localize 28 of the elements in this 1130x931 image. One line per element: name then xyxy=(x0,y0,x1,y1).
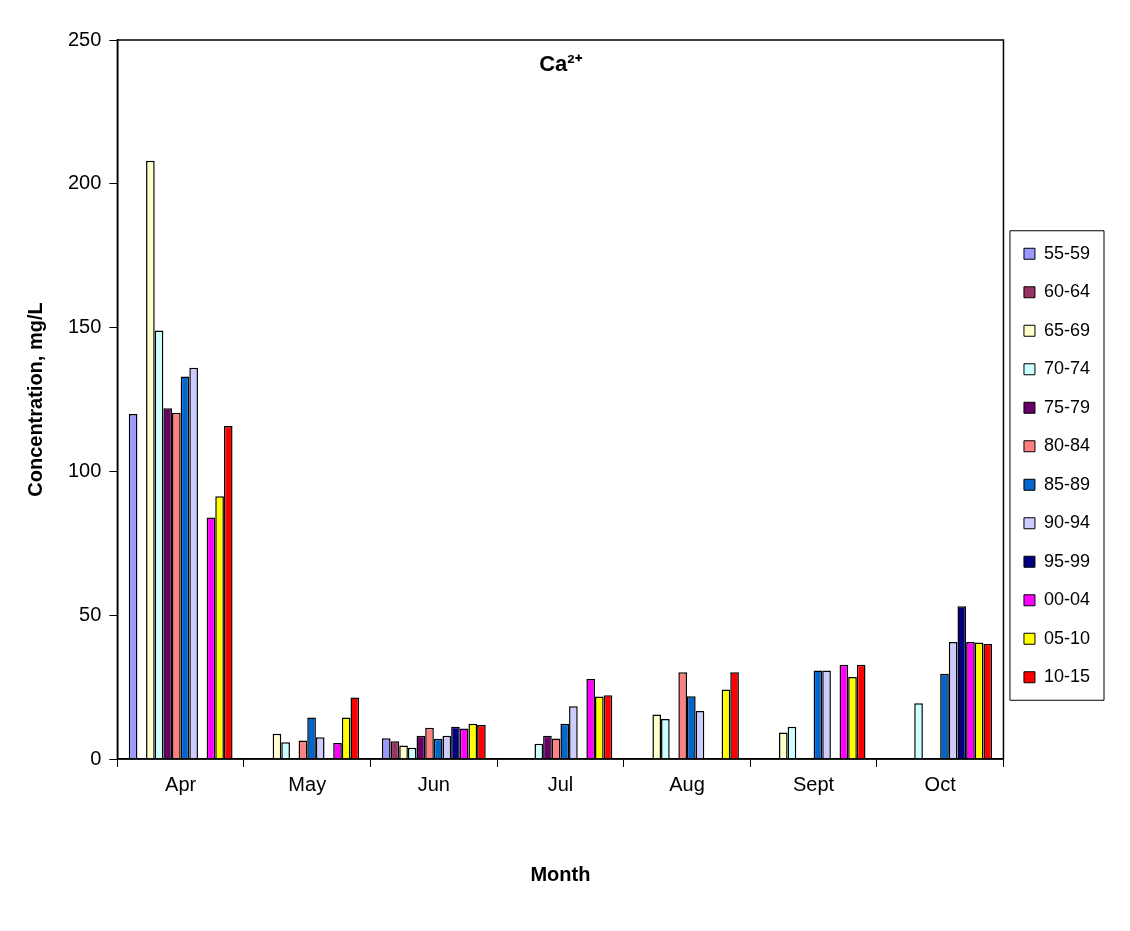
y-axis-title: Concentration, mg/L xyxy=(23,302,46,497)
legend-label: 95-99 xyxy=(1043,550,1091,571)
legend-label: 80-84 xyxy=(1043,435,1091,456)
legend-label: 65-69 xyxy=(1043,319,1091,340)
legend-label: 75-79 xyxy=(1043,396,1091,417)
x-tick-label: Jun xyxy=(417,772,450,795)
x-tick-label: Sept xyxy=(793,772,835,795)
x-tick-label: May xyxy=(288,772,327,795)
legend-label: 70-74 xyxy=(1043,358,1091,379)
legend-label: 60-64 xyxy=(1043,281,1091,302)
y-tick-label: 200 xyxy=(67,171,102,194)
x-tick-label: Jul xyxy=(547,772,574,795)
text: Ca²⁺ xyxy=(539,51,583,77)
legend-label: 00-04 xyxy=(1043,589,1091,610)
x-tick-label: Apr xyxy=(165,772,197,795)
legend-label: 05-10 xyxy=(1043,627,1091,648)
y-tick-label: 150 xyxy=(67,315,102,338)
x-tick-label: Aug xyxy=(669,772,705,795)
y-tick-label: 100 xyxy=(67,458,102,481)
x-axis-title: Month xyxy=(530,862,591,885)
legend-label: 85-89 xyxy=(1043,473,1091,494)
legend-label: 55-59 xyxy=(1043,242,1091,263)
x-tick-label: Oct xyxy=(924,772,957,795)
y-tick-label: 250 xyxy=(67,27,102,50)
legend-label: 10-15 xyxy=(1043,666,1091,687)
y-tick-label: 50 xyxy=(79,602,102,625)
legend-label: 90-94 xyxy=(1043,512,1091,533)
y-tick-label: 0 xyxy=(90,746,102,769)
